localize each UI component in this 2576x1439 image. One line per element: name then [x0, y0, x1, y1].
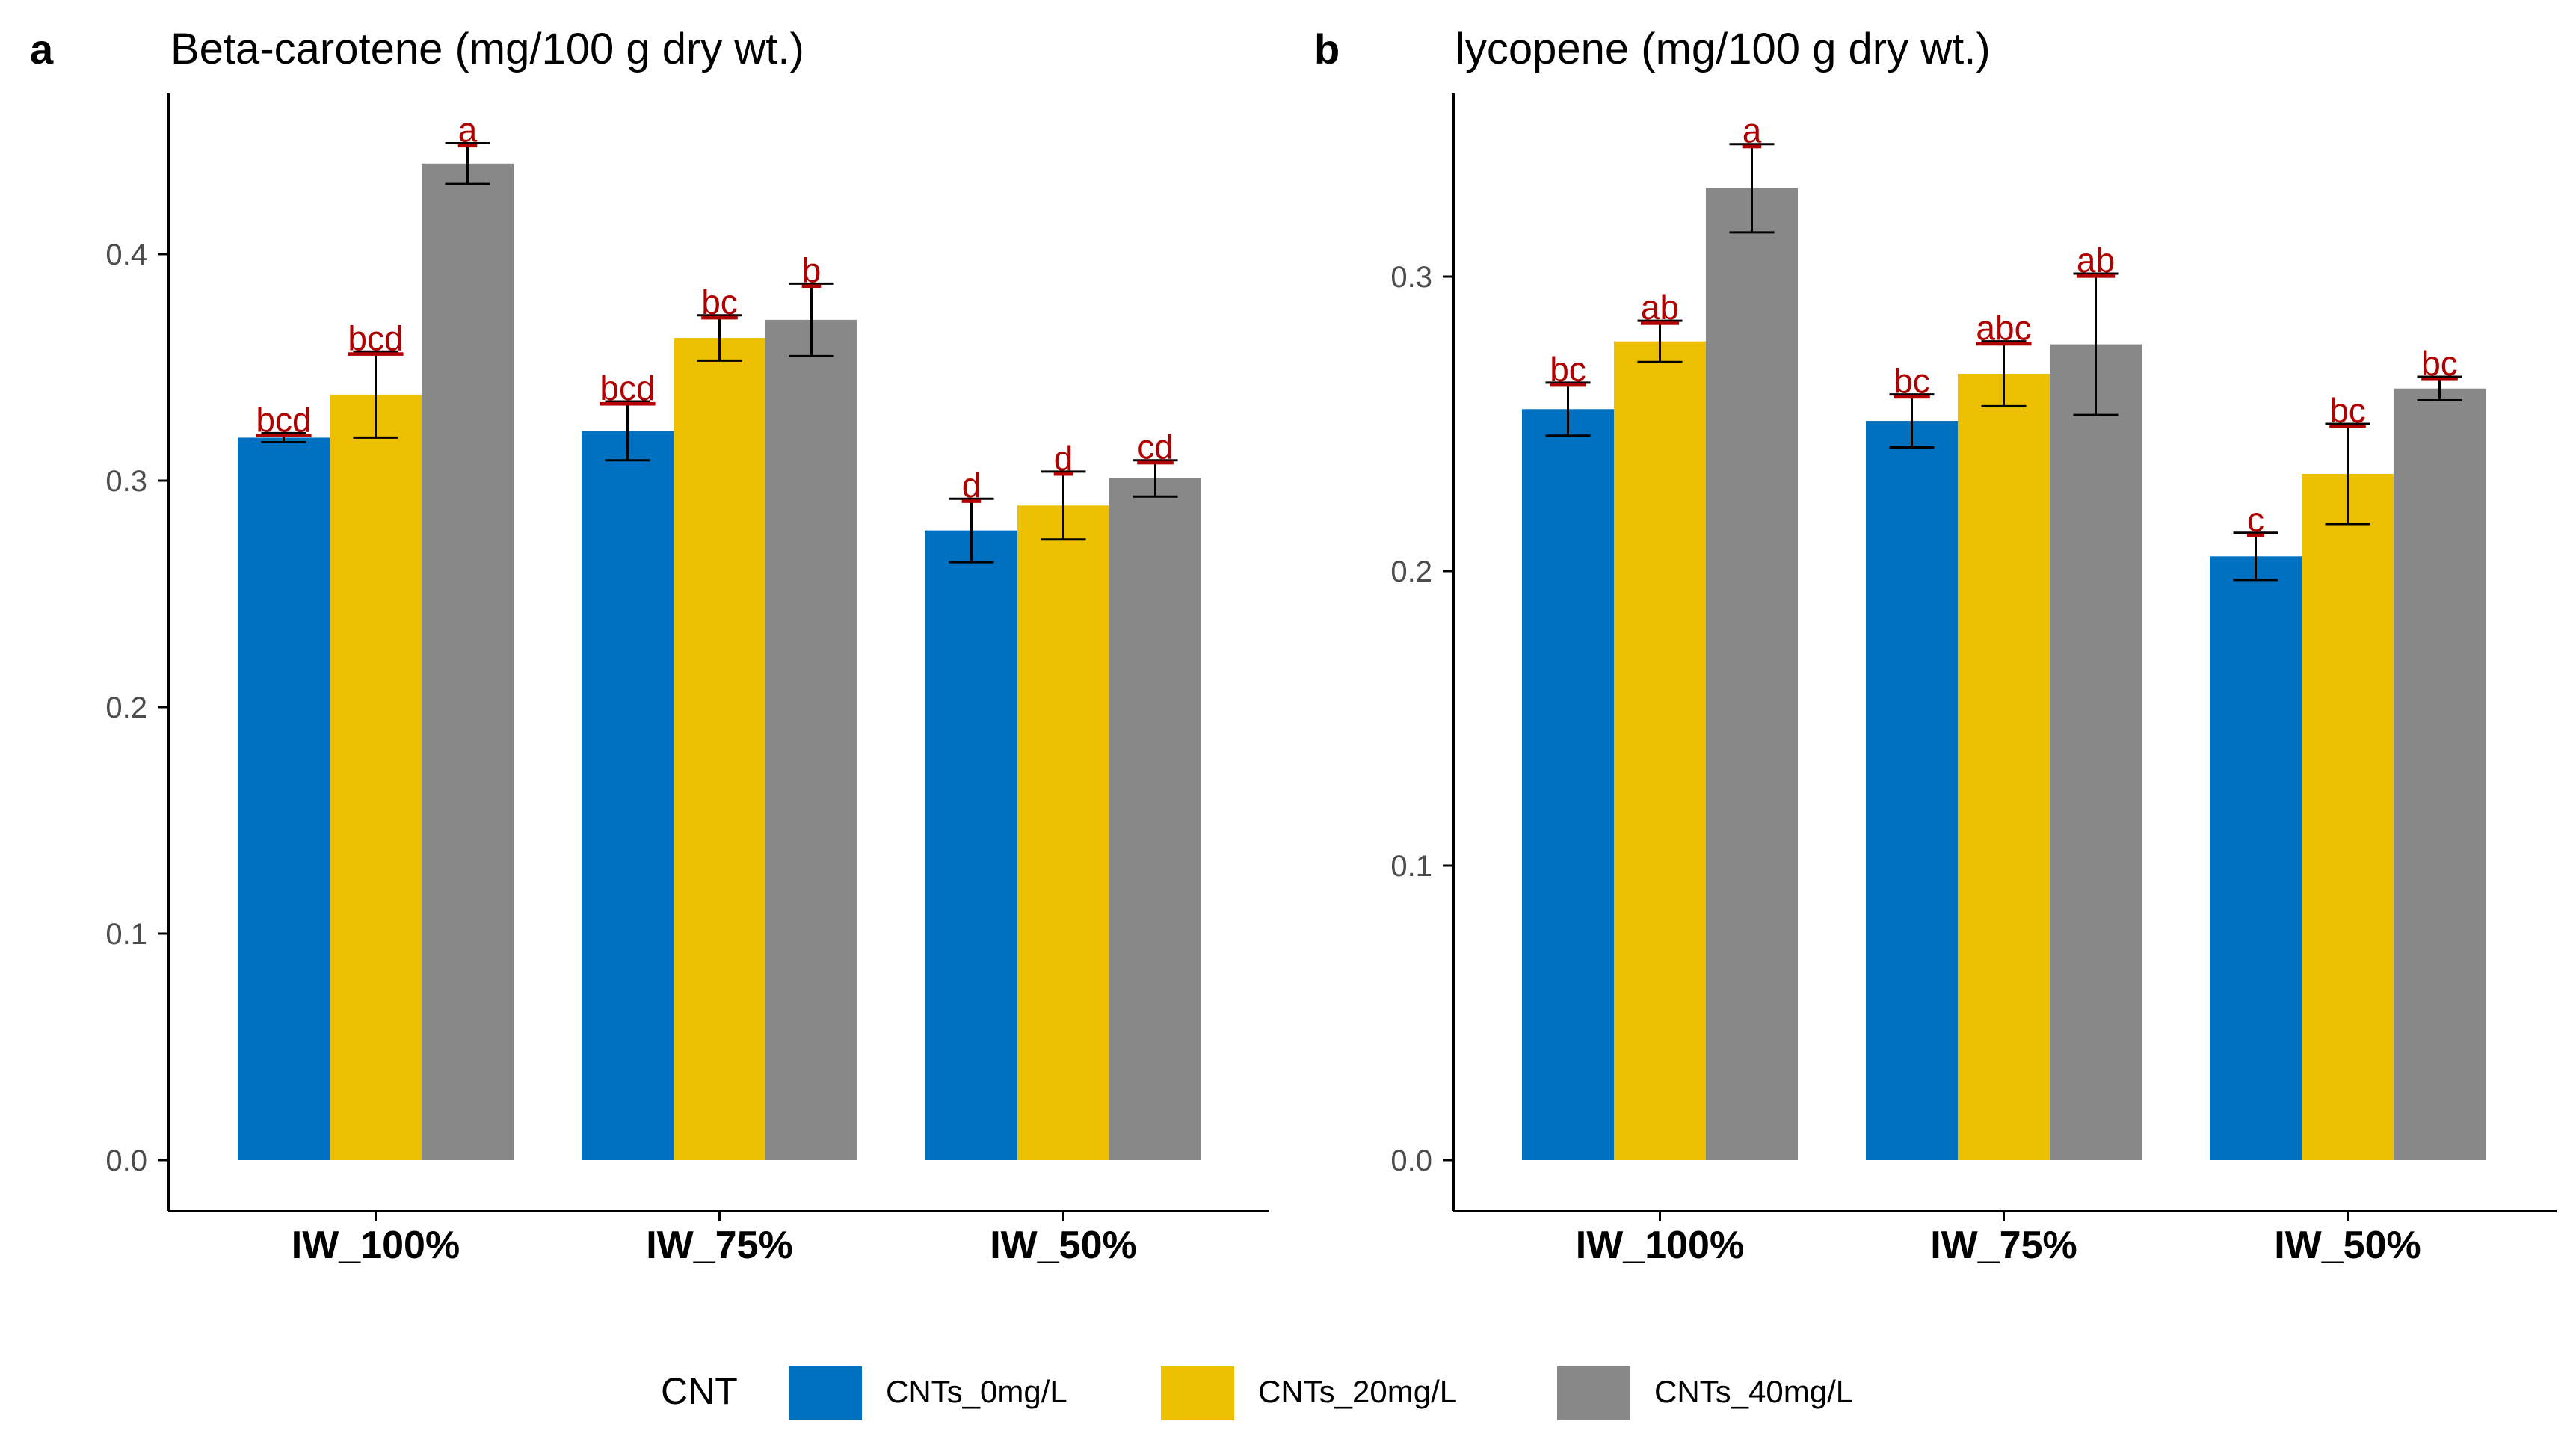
panel-b-title: lycopene (mg/100 g dry wt.) [1455, 25, 1991, 73]
bar-iw-50-cnts-0mg-l [2210, 556, 2302, 1160]
significance-label: a [1743, 111, 1762, 150]
panel-a-title: Beta-carotene (mg/100 g dry wt.) [170, 25, 804, 73]
y-tick-label: 0.2 [1390, 555, 1432, 588]
bar-iw-100-cnts-40mg-l [422, 163, 514, 1160]
significance-label: bc [2329, 391, 2366, 430]
legend-label-cnts-20: CNTs_20mg/L [1258, 1374, 1457, 1409]
bar-iw-50-cnts-20mg-l [2302, 473, 2394, 1160]
legend-swatch-cnts-40 [1557, 1366, 1630, 1420]
y-tick-label: 0.3 [1390, 261, 1432, 294]
bar-iw-75-cnts-20mg-l [674, 338, 765, 1160]
bar-iw-50-cnts-40mg-l [2394, 388, 2486, 1160]
x-category-label-iw-100: IW_100% [1576, 1224, 1744, 1267]
x-category-label-iw-100: IW_100% [292, 1224, 460, 1267]
panel-a-beta-carotene-chart: a Beta-carotene (mg/100 g dry wt.) 0.0 0.… [30, 25, 1269, 1267]
bar-iw-50-cnts-40mg-l [1109, 478, 1201, 1160]
significance-label: cd [1137, 428, 1174, 466]
y-tick-label: 0.4 [105, 238, 147, 271]
legend: CNT CNTs_0mg/L CNTs_20mg/L CNTs_40mg/L [661, 1366, 1853, 1420]
bar-iw-75-cnts-40mg-l [2050, 344, 2142, 1160]
panel-b-letter: b [1314, 25, 1340, 73]
bar-iw-100-cnts-0mg-l [1522, 409, 1614, 1160]
x-category-label-iw-75: IW_75% [1930, 1224, 2077, 1267]
significance-label: b [802, 250, 822, 289]
y-tick-label: 0.0 [1390, 1144, 1432, 1177]
significance-label: c [2247, 500, 2264, 539]
bar-iw-100-cnts-40mg-l [1706, 188, 1798, 1160]
significance-label: bcd [600, 369, 655, 407]
significance-label: d [962, 466, 982, 505]
significance-label: bc [1894, 362, 1930, 401]
x-category-label-iw-50: IW_50% [2274, 1224, 2421, 1267]
significance-label: abc [1976, 309, 2031, 348]
bar-iw-75-cnts-40mg-l [765, 319, 857, 1160]
significance-label: a [458, 111, 478, 150]
significance-label: ab [2077, 241, 2115, 280]
legend-title: CNT [661, 1370, 738, 1412]
x-category-label-iw-75: IW_75% [646, 1224, 793, 1267]
legend-swatch-cnts-0 [789, 1366, 862, 1420]
y-tick-label: 0.1 [105, 918, 147, 951]
y-tick-label: 0.3 [105, 465, 147, 498]
significance-label: ab [1641, 288, 1679, 327]
x-category-label-iw-50: IW_50% [990, 1224, 1137, 1267]
bar-iw-100-cnts-0mg-l [238, 437, 330, 1160]
significance-label: bc [2421, 344, 2458, 383]
legend-label-cnts-0: CNTs_0mg/L [886, 1374, 1067, 1409]
y-tick-label: 0.0 [105, 1144, 147, 1177]
panel-a-letter: a [30, 25, 54, 73]
significance-label: d [1054, 439, 1073, 478]
significance-label: bc [701, 283, 738, 321]
significance-label: bcd [348, 318, 403, 357]
bar-iw-50-cnts-0mg-l [925, 530, 1017, 1160]
significance-label: bc [1550, 350, 1586, 389]
bar-iw-100-cnts-20mg-l [330, 394, 422, 1160]
bar-iw-75-cnts-20mg-l [1958, 374, 2050, 1160]
bar-iw-100-cnts-20mg-l [1614, 341, 1706, 1161]
bar-iw-50-cnts-20mg-l [1017, 505, 1109, 1160]
significance-label: bcd [256, 400, 311, 439]
y-tick-label: 0.1 [1390, 850, 1432, 883]
y-tick-label: 0.2 [105, 691, 147, 724]
legend-label-cnts-40: CNTs_40mg/L [1654, 1374, 1853, 1409]
bar-iw-75-cnts-0mg-l [1866, 421, 1958, 1160]
legend-swatch-cnts-20 [1161, 1366, 1234, 1420]
bar-iw-75-cnts-0mg-l [582, 431, 674, 1160]
panel-b-lycopene-chart: b lycopene (mg/100 g dry wt.) 0.0 0.1 0.2 0… [1314, 25, 2557, 1267]
